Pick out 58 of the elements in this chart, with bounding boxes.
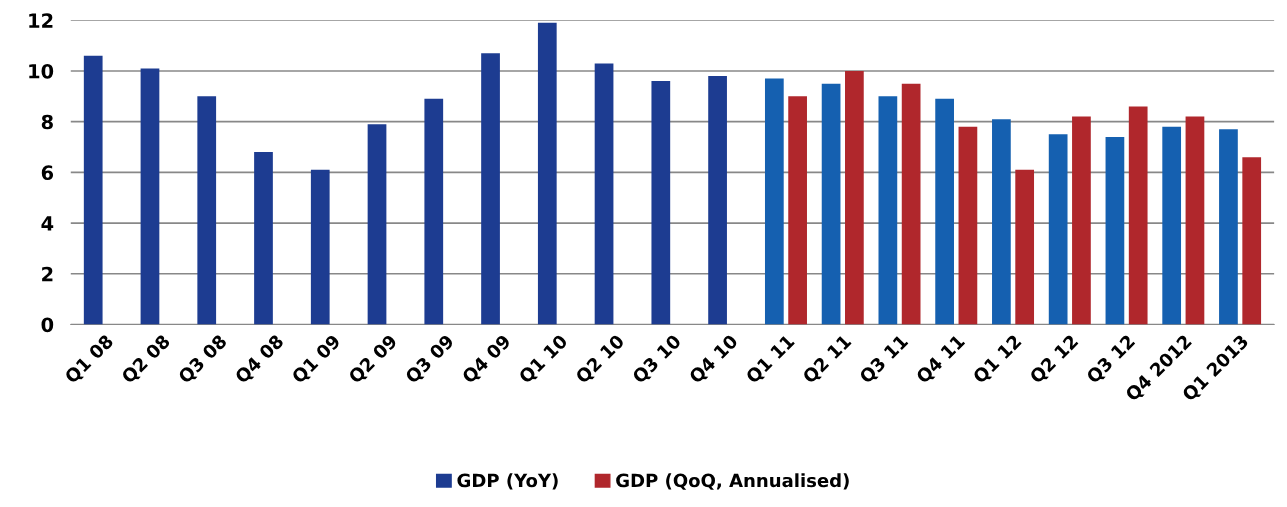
x-tick-label: Q2 08 <box>120 333 173 386</box>
bar <box>594 63 614 325</box>
bar <box>481 53 500 325</box>
x-tick-label: Q3 08 <box>177 333 230 386</box>
x-tick-label: Q3 12 <box>1085 334 1138 386</box>
bar <box>1242 157 1262 325</box>
bar <box>958 126 978 325</box>
bar <box>788 96 807 325</box>
bar <box>424 98 444 325</box>
y-tick-label: 4 <box>41 216 54 231</box>
bar <box>935 98 954 325</box>
bar <box>140 68 160 325</box>
bar <box>1185 116 1205 325</box>
bar <box>901 83 921 325</box>
y-tick-label: 2 <box>42 266 53 282</box>
y-tick-label: 10 <box>29 63 54 79</box>
bar <box>821 83 841 325</box>
x-tick-label: Q3 10 <box>631 333 684 386</box>
bar <box>992 119 1011 325</box>
bar <box>1128 106 1148 325</box>
bar <box>537 22 557 325</box>
x-tick-label: Q2 10 <box>574 333 627 386</box>
bar <box>764 78 784 325</box>
bar <box>197 96 217 325</box>
x-tick-label: Q1 09 <box>290 333 343 386</box>
x-tick-label: Q2 09 <box>347 333 400 386</box>
x-tick-label: Q3 11 <box>858 333 911 386</box>
bar <box>83 55 103 325</box>
y-tick-label: 0 <box>41 317 54 333</box>
x-tick-label: Q4 11 <box>915 333 967 386</box>
bar <box>1105 136 1125 325</box>
x-tick-label: Q2 12 <box>1028 334 1081 386</box>
bar <box>310 169 330 325</box>
x-tick-label: Q4 10 <box>688 333 741 386</box>
bar <box>1162 126 1182 325</box>
x-tick-label: Q2 11 <box>801 333 854 386</box>
bar <box>1219 129 1238 325</box>
bar <box>1072 116 1091 325</box>
y-tick-label: 6 <box>41 165 54 181</box>
y-tick-label: 12 <box>29 13 53 28</box>
bar <box>651 81 671 325</box>
x-tick-label: Q1 10 <box>517 333 570 386</box>
bar <box>845 70 864 325</box>
x-tick-label: Q1 11 <box>744 333 797 386</box>
y-tick-label: 8 <box>41 114 53 130</box>
x-tick-label: Q1 12 <box>971 334 1024 386</box>
x-tick-label: Q4 09 <box>461 333 513 386</box>
bar <box>254 152 273 325</box>
bar <box>367 124 387 325</box>
bar <box>878 96 898 325</box>
legend-label: GDP (YoY) <box>457 473 558 490</box>
x-tick-label: Q3 09 <box>404 333 457 386</box>
bar <box>1048 134 1068 325</box>
bar <box>1015 169 1035 325</box>
x-tick-label: Q4 08 <box>234 333 286 386</box>
legend-label: GDP (QoQ, Annualised) <box>616 473 849 490</box>
bar <box>708 76 727 325</box>
x-tick-label: Q1 08 <box>63 333 116 386</box>
